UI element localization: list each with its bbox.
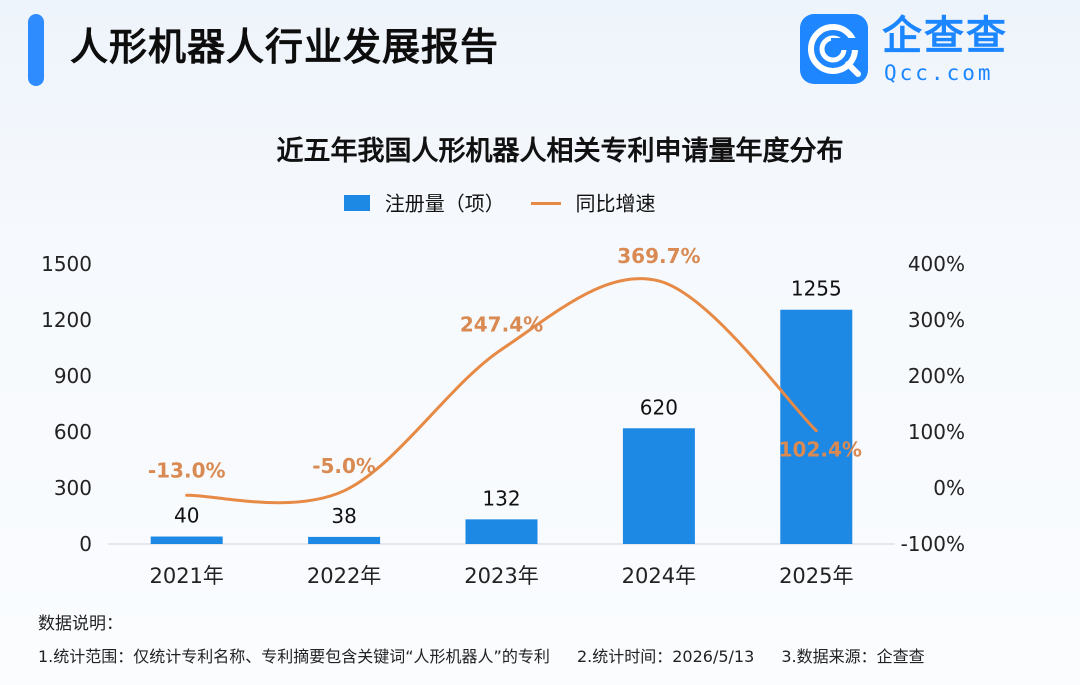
y-right-tick-label: -100%: [901, 532, 965, 556]
bar-value-label: 40: [174, 504, 199, 528]
growth-value-label: 369.7%: [617, 244, 700, 268]
growth-value-label: 102.4%: [779, 438, 862, 462]
brand-domain: Qcc.com: [884, 61, 994, 85]
legend-line-swatch: [531, 201, 562, 205]
notes-line: 1.统计范围：仅统计专利名称、专利摘要包含关键词“人形机器人”的专利 2.统计时…: [38, 646, 947, 668]
y-left-tick-label: 600: [54, 420, 92, 444]
growth-value-label: -13.0%: [148, 458, 226, 482]
note-item-scope: 1.统计范围：仅统计专利名称、专利摘要包含关键词“人形机器人”的专利: [38, 647, 550, 666]
y-right-tick-label: 0%: [933, 476, 965, 500]
y-right-tick-label: 200%: [908, 364, 965, 388]
growth-value-label: 247.4%: [460, 312, 543, 336]
y-right-tick-label: 100%: [908, 420, 965, 444]
bar-value-label: 620: [640, 395, 678, 419]
note-item-source: 3.数据来源：企查查: [781, 647, 925, 666]
qcc-logo-icon: [800, 14, 868, 84]
bar: [465, 519, 538, 544]
y-right-tick-label: 300%: [908, 308, 965, 332]
bar-value-label: 1255: [791, 277, 842, 301]
growth-value-label: -5.0%: [312, 454, 376, 478]
brand-name: 企查查: [882, 13, 1008, 59]
chart-legend: 注册量（项） 同比增速: [0, 188, 1000, 216]
y-left-tick-label: 300: [54, 476, 92, 500]
title-accent-bar: [28, 14, 44, 86]
x-tick-label: 2021年: [149, 564, 223, 588]
legend-item-line: 同比增速: [531, 189, 656, 217]
chart-title: 近五年我国人形机器人相关专利申请量年度分布: [276, 136, 844, 167]
legend-line-label: 同比增速: [575, 191, 656, 216]
bar: [308, 536, 381, 544]
x-tick-label: 2023年: [464, 564, 538, 588]
bar: [780, 309, 853, 544]
growth-line: [185, 277, 818, 505]
legend-bar-label: 注册量（项）: [384, 191, 505, 216]
y-left-tick-label: 900: [54, 364, 92, 388]
bar-value-label: 38: [331, 504, 356, 528]
y-left-tick-label: 0: [79, 532, 92, 556]
x-tick-label: 2022年: [307, 564, 381, 588]
y-right-tick-label: 400%: [908, 252, 965, 276]
bar-value-label: 132: [482, 486, 520, 510]
note-item-date: 2.统计时间：2026/5/13: [576, 647, 755, 666]
y-left-tick-label: 1500: [41, 252, 92, 276]
notes-heading: 数据说明：: [38, 614, 123, 634]
y-left-tick-label: 1200: [41, 308, 92, 332]
report-title: 人形机器人行业发展报告: [70, 25, 500, 69]
bar: [622, 428, 695, 544]
x-tick-label: 2025年: [779, 564, 853, 588]
legend-item-bar: 注册量（项）: [344, 189, 505, 217]
legend-bar-swatch: [344, 195, 371, 212]
x-tick-label: 2024年: [622, 564, 696, 588]
bar: [150, 536, 223, 544]
